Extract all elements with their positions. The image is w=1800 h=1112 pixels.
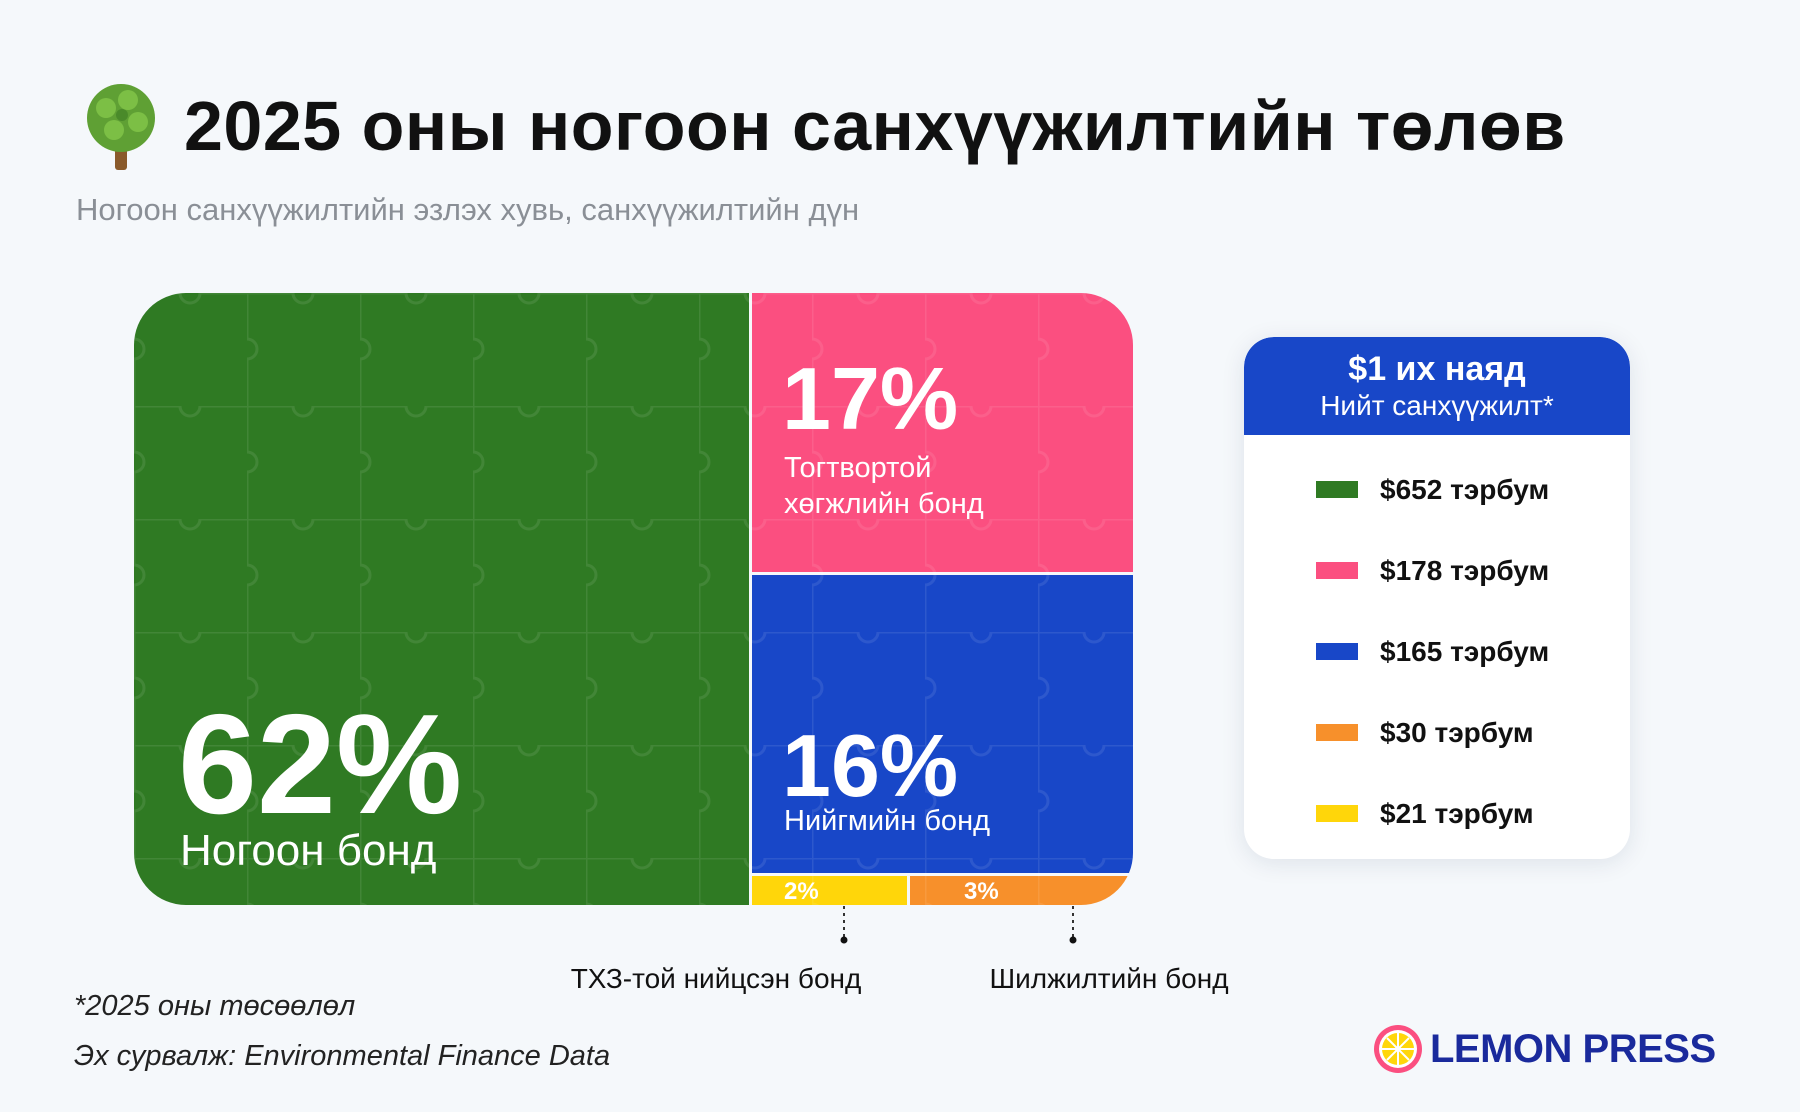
title-row: 2025 оны ногоон санхүүжилтийн төлөв [76,78,1566,174]
lemon-press-logo: LEMON PRESS [1372,1023,1716,1075]
legend-item: $30 тэрбум [1244,692,1630,773]
legend-value: $30 тэрбум [1380,716,1534,748]
legend-swatch-orange [1316,724,1358,741]
legend-swatch-blue [1316,643,1358,660]
page-subtitle: Ногоон санхүүжилтийн эзлэх хувь, санхүүж… [76,192,860,227]
legend-value: $652 тэрбум [1380,473,1550,505]
legend-header: $1 их наяд Нийт санхүүжилт* [1244,337,1630,435]
logo-text: LEMON PRESS [1430,1026,1716,1071]
callout-orange-dot [1069,936,1077,944]
legend-swatch-yellow [1316,805,1358,822]
projection-note: *2025 оны төсөөлөл [74,990,356,1022]
legend-list: $652 тэрбум $178 тэрбум $165 тэрбум $30 … [1244,435,1630,854]
segment-green-percent: 62% [178,685,462,844]
legend-value: $165 тэрбум [1380,635,1550,667]
lemon-icon [1374,1025,1422,1073]
callout-yellow-label: ТХЗ-той нийцсэн бонд [571,963,862,994]
segment-pink-label: Тогтвортой хөгжлийн бонд [784,452,984,520]
legend-item: $652 тэрбум [1244,449,1630,530]
legend-value: $21 тэрбум [1380,797,1534,829]
legend-item: $21 тэрбум [1244,773,1630,854]
treemap-chart: 62% Ногоон бонд 17% Тогтвортой хөгжлийн б… [134,293,1134,905]
source-note: Эх сурвалж: Environmental Finance Data [74,1040,611,1072]
segment-green-label: Ногоон бонд [180,826,436,875]
legend-card: $1 их наяд Нийт санхүүжилт* $652 тэрбум … [1244,337,1630,859]
tree-icon [87,84,155,170]
legend-value: $178 тэрбум [1380,554,1550,586]
legend-item: $178 тэрбум [1244,530,1630,611]
legend-swatch-pink [1316,562,1358,579]
callout-yellow-dot [840,936,848,944]
callout-orange-label: Шилжилтийн бонд [989,963,1228,994]
legend-swatch-green [1316,481,1358,498]
legend-item: $165 тэрбум [1244,611,1630,692]
legend-total-label: Нийт санхүүжилт* [1320,390,1554,421]
legend-total-value: $1 их наяд [1348,350,1526,388]
segment-blue-label: Нийгмийн бонд [784,805,990,837]
page-title: 2025 оны ногоон санхүүжилтийн төлөв [184,87,1566,165]
segment-orange-percent: 3% [964,878,999,905]
segment-yellow-percent: 2% [784,878,819,905]
segment-blue-percent: 16% [782,716,958,815]
segment-pink-percent: 17% [782,349,958,448]
